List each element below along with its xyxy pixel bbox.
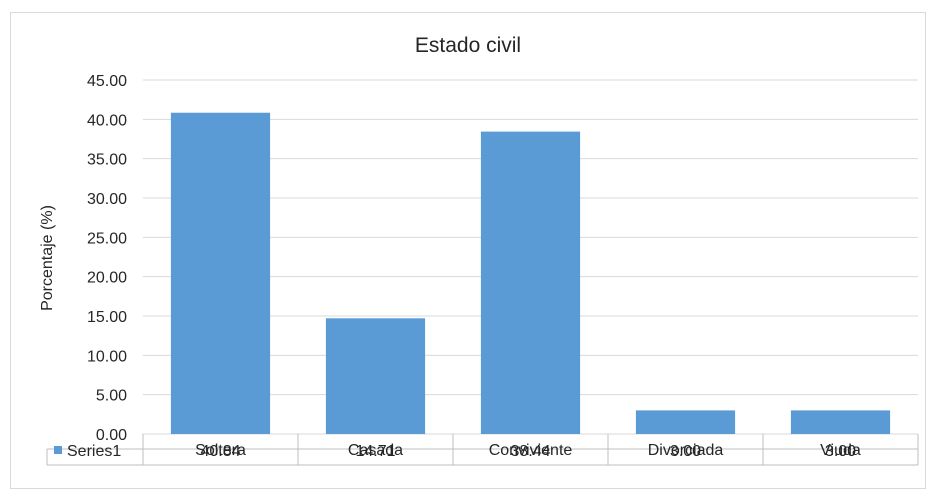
category-label: Soltera (195, 442, 246, 459)
bar-divorciada (635, 410, 736, 434)
y-tick-label: 0.00 (96, 427, 127, 444)
chart-title: Estado civil (415, 34, 521, 57)
bar-casada (325, 318, 426, 434)
y-tick-label: 35.00 (87, 152, 127, 169)
y-tick-label: 25.00 (87, 230, 127, 247)
y-tick-label: 45.00 (87, 73, 127, 90)
chart-frame (10, 12, 926, 489)
gridlines (143, 79, 918, 435)
data-label: 38.44 (510, 443, 550, 460)
y-tick-label: 40.00 (87, 112, 127, 129)
category-label: Conviviente (489, 442, 573, 459)
data-label: 3.00 (670, 443, 701, 460)
data-label: 40.84 (200, 443, 240, 460)
legend-key (54, 446, 62, 454)
y-tick-label: 30.00 (87, 191, 127, 208)
category-label: Casada (348, 442, 403, 459)
bar-conviviente (480, 131, 581, 434)
y-tick-label: 10.00 (87, 348, 127, 365)
bar-viuda (790, 410, 891, 434)
bar-soltera (170, 112, 271, 434)
y-tick-label: 20.00 (87, 270, 127, 287)
category-label: Viuda (820, 442, 861, 459)
data-label: 3.00 (825, 443, 856, 460)
data-label: 14.71 (355, 443, 395, 460)
legend-series-name: Series1 (67, 443, 121, 460)
bars (170, 112, 891, 434)
y-axis-title: Porcentaje (%) (39, 205, 56, 311)
y-tick-labels: 0.00 5.00 10.00 15.00 20.00 25.00 30.00 35.00 40… (87, 73, 127, 444)
y-tick-label: 15.00 (87, 309, 127, 326)
y-tick-label: 5.00 (96, 388, 127, 405)
category-label: Divorciada (648, 442, 724, 459)
